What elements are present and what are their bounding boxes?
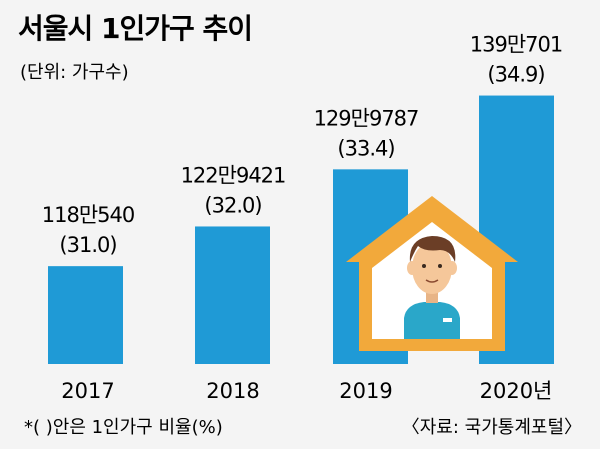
person-neck — [426, 291, 438, 303]
bar-2018 — [195, 226, 270, 364]
x-label-2020년: 2020년 — [480, 379, 553, 403]
value-labels-group: 118만540 122만9421 129만9787 139만701 — [42, 33, 564, 228]
ratio-label-2017: (31.0) — [59, 233, 116, 257]
person-eye-right — [438, 264, 442, 268]
x-label-2017: 2017 — [61, 379, 114, 403]
ratio-labels-group: (31.0) (32.0) (33.4) (34.9) — [59, 63, 545, 258]
ratio-label-2019: (33.4) — [337, 136, 394, 160]
x-axis-labels: 2017 2018 2019 2020년 — [61, 379, 552, 403]
value-label-2018: 122만9421 — [181, 163, 286, 187]
x-label-2019: 2019 — [339, 379, 392, 403]
footnote: *( )안은 1인가구 비율(%) — [24, 417, 223, 438]
house-person-icon — [346, 196, 518, 351]
unit-label: (단위: 가구수) — [20, 62, 129, 83]
bar-2017 — [48, 266, 123, 364]
source-note: 〈자료: 국가통계포털〉 — [402, 417, 582, 438]
person-face — [412, 242, 452, 294]
value-label-2019: 129만9787 — [314, 106, 419, 130]
x-label-2018: 2018 — [206, 379, 259, 403]
person-hair — [409, 236, 456, 262]
person-shirt — [404, 302, 460, 339]
person-eye-left — [422, 264, 426, 268]
shirt-badge — [443, 318, 452, 322]
value-label-2017: 118만540 — [42, 203, 135, 227]
value-label-2020년: 139만701 — [470, 33, 563, 57]
ratio-label-2018: (32.0) — [204, 193, 261, 217]
person-mouth — [425, 279, 439, 283]
ratio-label-2020년: (34.9) — [487, 63, 544, 87]
chart-title: 서울시 1인가구 추이 — [18, 12, 252, 45]
